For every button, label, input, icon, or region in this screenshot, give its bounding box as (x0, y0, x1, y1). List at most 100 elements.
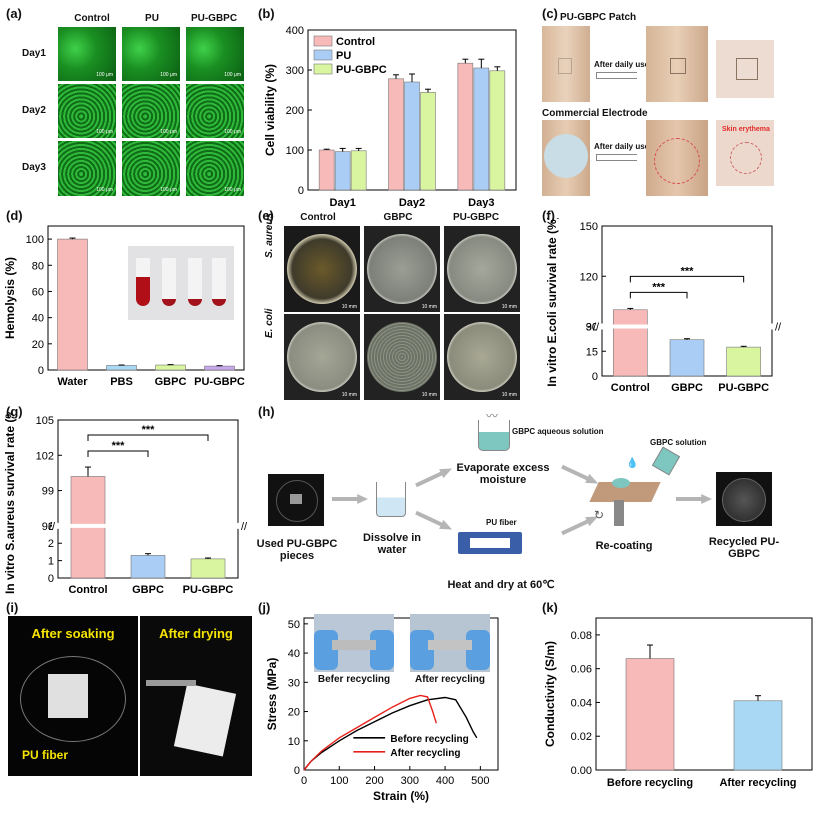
erythema-circle (654, 138, 700, 184)
photo-patch-before (542, 26, 590, 102)
solution-drop (612, 478, 630, 488)
scale-bar-label: 10 mm (421, 392, 437, 398)
y-axis-label: Cell viability (%) (263, 64, 277, 156)
significance-label: *** (652, 281, 666, 293)
glove-left (314, 630, 338, 670)
e-col-control: Control (300, 212, 336, 223)
x-tick-label: PU-GBPC (194, 376, 245, 388)
y-tick-label: 30 (288, 677, 300, 689)
y-tick-label: 15 (586, 346, 598, 358)
c-bottom-title: Commercial Electrode (542, 108, 648, 119)
x-tick-label: GBPC (132, 584, 164, 596)
y-tick-label: 102 (36, 450, 54, 462)
bar (457, 62, 474, 191)
y-tick-label: 100 (286, 145, 304, 157)
scale-bar-label: 10 mm (341, 392, 357, 398)
x-tick-label: Water (57, 376, 88, 388)
dish (20, 656, 126, 742)
photo-used-pieces (268, 474, 324, 526)
panel-label-g: (g) (6, 404, 23, 419)
y-tick-label: 0 (48, 573, 54, 585)
c-inset-label: Skin erythema (722, 126, 770, 133)
bar (420, 92, 436, 191)
glove-left (410, 630, 434, 670)
dish (447, 234, 517, 304)
y-tick-label: 105 (36, 415, 54, 427)
patch-outline (736, 58, 758, 80)
y-tick-label: 200 (286, 105, 304, 117)
e-col-pu-gbpc: PU-GBPC (452, 212, 500, 223)
legend-label: PU (336, 50, 351, 62)
bar (155, 364, 186, 371)
erythema-circle (730, 142, 762, 174)
panel-label-d: (d) (6, 208, 23, 223)
bar (489, 70, 506, 191)
chart-d: 0 20 40 60 80 100 Hemolysis (%) Water PBS GBPC PU-… (3, 225, 245, 388)
beaker-gbpc (478, 420, 510, 451)
x-tick-label: GBPC (671, 382, 703, 394)
dish (447, 322, 517, 392)
plate-control-s-aureus: 10 mm (284, 226, 360, 312)
bar (57, 238, 88, 371)
arrow-down-right (560, 462, 600, 488)
dish (367, 322, 437, 392)
series-line (303, 696, 478, 771)
x-tick-label: Before recycling (607, 777, 693, 789)
i-pointer-label: PU fiber (22, 748, 69, 762)
panel-label-h: (h) (258, 404, 275, 419)
micrograph-pu-day1: 100 μm (122, 27, 180, 81)
y-tick-label: 20 (288, 707, 300, 719)
chart-k: 0.00 0.02 0.04 0.06 0.08 Conductivity (S/m) Be… (543, 617, 813, 789)
bar (613, 309, 648, 377)
significance-bracket (87, 434, 209, 442)
col-label-control: Control (74, 13, 110, 24)
row-label-day3: Day3 (22, 162, 46, 173)
x-tick-label: Day3 (468, 197, 494, 208)
scale-bar-label: 10 mm (501, 392, 517, 398)
x-tick-label: 300 (401, 775, 419, 787)
pieces (290, 494, 302, 504)
y-tick-label: 0.00 (571, 765, 592, 777)
bar (106, 365, 137, 371)
c-arrow-label-bottom: After daily use (594, 142, 650, 151)
y-tick-label: 50 (288, 619, 300, 631)
h-step2: Dissolve in water (362, 532, 422, 556)
tube-water (136, 258, 150, 306)
x-tick-label: 500 (471, 775, 489, 787)
micrograph-control-day3: 100 μm (58, 141, 116, 196)
micrograph-grid: 100 μm 100 μm 100 μm 100 μm 100 μm 100 μ… (58, 27, 244, 196)
dish (276, 480, 318, 522)
photo-patch-inset (716, 40, 774, 98)
scale-bar-label: 100 μm (96, 187, 113, 193)
series-line (303, 694, 437, 771)
y-axis-label: Stress (MPa) (265, 658, 279, 731)
bar-break-gap (70, 523, 106, 528)
panel-label-b: (b) (258, 6, 275, 21)
bar (473, 67, 490, 191)
y-tick-label: 2 (48, 538, 54, 550)
arrow-bottom (596, 154, 637, 161)
arrow-down-right (414, 508, 454, 534)
plot-frame (47, 225, 245, 371)
panel-label-c: (c) (542, 6, 558, 21)
y-tick-label: 300 (286, 65, 304, 77)
significance-bracket (87, 450, 149, 458)
bar (669, 339, 705, 377)
bar (625, 658, 675, 771)
legend-swatch (313, 35, 333, 47)
x-tick-label: 400 (436, 775, 454, 787)
patch-outline (558, 58, 572, 74)
plate-pugbpc-e-coli: 10 mm (444, 314, 520, 400)
photo-after-recycling (410, 614, 490, 672)
arrow-top (596, 72, 637, 79)
h-step1: Used PU-GBPC pieces (256, 538, 338, 562)
legend-swatch (313, 49, 333, 61)
photo-after-soaking: After soaking PU fiber (8, 616, 138, 776)
oven-tray (458, 532, 522, 554)
droplets-icon: 💧 (626, 458, 639, 469)
axis-break-mark: // (775, 322, 782, 334)
micrograph-pugbpc-day2: 100 μm (186, 84, 244, 138)
x-tick-label: Day1 (330, 197, 356, 208)
plate-control-e-coli: 10 mm (284, 314, 360, 400)
x-tick-label: 100 (330, 775, 348, 787)
